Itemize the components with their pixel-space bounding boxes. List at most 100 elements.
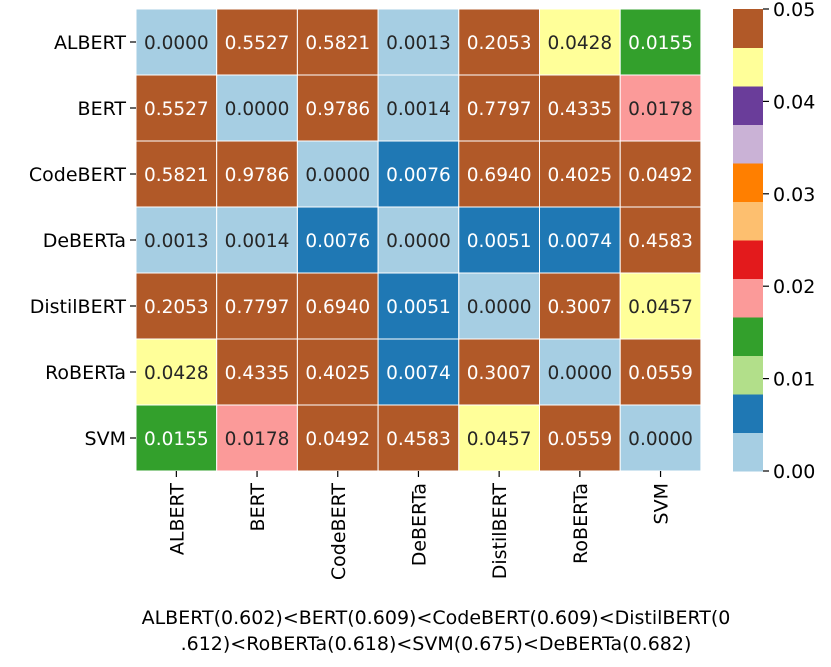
cell-value-label: 0.0428 xyxy=(547,33,612,54)
cell-value-label: 0.0051 xyxy=(386,297,451,318)
y-tick-label: RoBERTa xyxy=(45,362,126,384)
heatmap-cell xyxy=(216,338,298,406)
heatmap-cell xyxy=(296,272,379,340)
cell-value-label: 0.0457 xyxy=(467,429,532,450)
heatmap-cell xyxy=(296,338,379,406)
cell-value-label: 0.0492 xyxy=(628,165,693,186)
cell-value-label: 0.4583 xyxy=(628,231,693,252)
heatmap-cell xyxy=(296,404,379,472)
heatmap-cell xyxy=(377,140,460,208)
colorbar-segment xyxy=(733,432,763,472)
colorbar: 0.00 0.01 0.02 0.03 0.04 0.05 xyxy=(733,0,815,483)
heatmap-cell xyxy=(377,206,460,274)
y-tick-label: ALBERT xyxy=(54,32,126,54)
colorbar-tick-label: 0.00 xyxy=(773,461,815,483)
heatmap-cell xyxy=(135,338,218,406)
colorbar-tick-label: 0.03 xyxy=(773,184,815,206)
heatmap-cell xyxy=(135,404,218,472)
heatmap-cell xyxy=(216,8,298,76)
y-tick-label: DeBERTa xyxy=(43,230,126,252)
cell-value-label: 0.0051 xyxy=(467,231,532,252)
colorbar-tick-label: 0.01 xyxy=(773,369,815,391)
heatmap-cell xyxy=(216,140,298,208)
cell-value-label: 0.0178 xyxy=(225,429,290,450)
heatmap-cell xyxy=(135,8,218,76)
x-axis-label-line-1: ALBERT(0.602)<BERT(0.609)<CodeBERT(0.609… xyxy=(142,607,731,629)
colorbar-segment xyxy=(733,163,763,202)
x-tick-label: RoBERTa xyxy=(570,483,592,564)
cell-value-label: 0.0074 xyxy=(386,363,451,384)
cell-value-label: 0.0000 xyxy=(225,99,290,120)
cell-value-label: 0.0013 xyxy=(386,33,451,54)
heatmap-cell xyxy=(458,140,540,208)
colorbar-segment xyxy=(733,124,763,164)
cell-value-label: 0.4025 xyxy=(305,363,370,384)
cell-value-label: 0.9786 xyxy=(225,165,290,186)
colorbar-segment xyxy=(733,201,763,241)
heatmap-cell xyxy=(135,272,218,340)
x-axis-label-line-2: .612)<RoBERTa(0.618)<SVM(0.675)<DeBERTa(… xyxy=(181,633,692,655)
cell-value-label: 0.0559 xyxy=(628,363,693,384)
heatmap-cell xyxy=(216,206,298,274)
heatmap-cell xyxy=(377,404,460,472)
cell-value-label: 0.5527 xyxy=(144,99,209,120)
colorbar-tick-label: 0.05 xyxy=(773,0,815,21)
colorbar-segment xyxy=(733,394,763,433)
heatmap-cell xyxy=(539,206,621,274)
heatmap-cell xyxy=(135,206,218,274)
cell-value-label: 0.0076 xyxy=(305,231,370,252)
cell-value-label: 0.0013 xyxy=(144,231,209,252)
heatmap-cell xyxy=(619,404,702,472)
cell-value-label: 0.0074 xyxy=(547,231,612,252)
colorbar-segment xyxy=(733,317,763,356)
colorbar-segment xyxy=(733,86,763,125)
heatmap-cell xyxy=(458,74,540,142)
x-tick-label: CodeBERT xyxy=(328,483,350,581)
y-tick-label: SVM xyxy=(85,428,126,450)
heatmap-cell xyxy=(296,140,379,208)
cell-value-label: 0.0428 xyxy=(144,363,209,384)
cell-value-label: 0.5821 xyxy=(305,33,370,54)
heatmap-cell xyxy=(377,8,460,76)
x-tick-label: BERT xyxy=(247,483,269,532)
heatmap-cell xyxy=(458,8,540,76)
colorbar-tick-label: 0.04 xyxy=(773,91,815,113)
x-axis-ticks: ALBERT BERT CodeBERT DeBERTa DistilBERT RoBER… xyxy=(166,471,673,581)
heatmap-cell xyxy=(619,272,702,340)
colorbar-segment xyxy=(733,9,763,48)
cell-value-label: 0.0014 xyxy=(225,231,290,252)
cell-value-label: 0.5821 xyxy=(144,165,209,186)
cell-value-label: 0.0076 xyxy=(386,165,451,186)
heatmap-cell xyxy=(539,8,621,76)
cell-value-label: 0.3007 xyxy=(467,363,532,384)
cell-value-label: 0.0155 xyxy=(628,33,693,54)
heatmap-cell xyxy=(619,140,702,208)
cell-value-label: 0.5527 xyxy=(225,33,290,54)
cell-value-label: 0.0014 xyxy=(386,99,451,120)
x-tick-label: ALBERT xyxy=(166,483,188,555)
cell-value-label: 0.0000 xyxy=(547,363,612,384)
heatmap-cell xyxy=(539,74,621,142)
cell-value-label: 0.0155 xyxy=(144,429,209,450)
y-axis-ticks: ALBERT BERT CodeBERT DeBERTa DistilBERT RoBER… xyxy=(29,32,136,450)
cell-value-label: 0.4335 xyxy=(225,363,290,384)
heatmap-cell xyxy=(619,74,702,142)
colorbar-segment xyxy=(733,240,763,279)
cell-value-label: 0.0000 xyxy=(305,165,370,186)
cell-value-label: 0.0000 xyxy=(144,33,209,54)
heatmap-cell xyxy=(458,404,540,472)
cell-value-label: 0.0000 xyxy=(467,297,532,318)
y-tick-label: BERT xyxy=(78,98,127,120)
heatmap-cell xyxy=(539,140,621,208)
heatmap-cell xyxy=(296,74,379,142)
cell-value-label: 0.0000 xyxy=(386,231,451,252)
heatmap-cell xyxy=(377,338,460,406)
y-tick-label: DistilBERT xyxy=(30,296,127,318)
cell-value-label: 0.7797 xyxy=(225,297,290,318)
cell-value-label: 0.0492 xyxy=(305,429,370,450)
heatmap-cell xyxy=(539,404,621,472)
heatmap-cell xyxy=(458,338,540,406)
x-tick-label: SVM xyxy=(651,483,673,524)
heatmap-cell xyxy=(619,206,702,274)
